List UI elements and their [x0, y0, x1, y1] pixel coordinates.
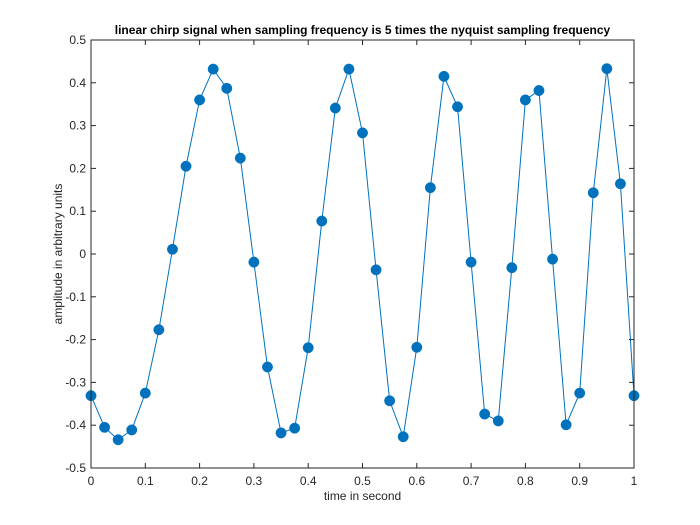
data-point — [411, 341, 423, 353]
data-point — [424, 182, 436, 194]
data-point — [180, 160, 192, 172]
data-point — [370, 264, 382, 276]
data-point — [465, 256, 477, 268]
x-axis-label: time in second — [324, 489, 401, 503]
data-point — [262, 361, 273, 373]
data-point — [234, 152, 246, 164]
x-tick-label: 0.8 — [517, 474, 534, 488]
y-axis-label: amplitude in arbitrary units — [51, 184, 65, 325]
data-point — [112, 434, 124, 446]
data-point — [139, 387, 151, 399]
plot-area — [91, 40, 634, 468]
x-tick-label: 0.9 — [571, 474, 588, 488]
data-point — [153, 324, 165, 336]
x-tick-label: 0.2 — [191, 474, 208, 488]
data-point — [316, 215, 328, 227]
data-point — [560, 419, 572, 431]
data-point — [126, 424, 138, 436]
x-tick-label: 0.3 — [246, 474, 263, 488]
x-tick-label: 0 — [88, 474, 95, 488]
chart-title: linear chirp signal when sampling freque… — [115, 23, 611, 37]
x-tick-label: 1 — [631, 474, 638, 488]
data-point — [452, 101, 463, 113]
data-point — [492, 415, 504, 427]
x-tick-label: 0.1 — [137, 474, 154, 488]
data-point — [479, 408, 491, 420]
data-point — [329, 102, 341, 114]
data-point — [221, 82, 233, 94]
data-point — [248, 256, 260, 268]
y-tick-label: 0.4 — [69, 76, 86, 90]
data-point — [574, 387, 586, 399]
data-point — [614, 178, 626, 190]
data-point — [384, 395, 396, 407]
x-tick-label: 0.7 — [463, 474, 480, 488]
x-tick-label: 0.4 — [300, 474, 317, 488]
data-marks — [85, 63, 640, 446]
y-tick-label: 0.1 — [69, 204, 86, 218]
data-point — [207, 63, 219, 75]
y-tick-label: 0.2 — [69, 161, 86, 175]
data-point — [533, 85, 545, 96]
data-point — [438, 70, 450, 82]
data-point — [167, 243, 178, 255]
y-tick-label: -0.3 — [65, 375, 86, 389]
x-tick-label: 0.6 — [408, 474, 425, 488]
data-point — [343, 63, 355, 75]
data-point — [357, 127, 368, 139]
data-point — [519, 94, 531, 106]
y-tick-label: -0.4 — [65, 418, 86, 432]
data-point — [601, 63, 613, 75]
x-tick-label: 0.5 — [354, 474, 371, 488]
axis-ticks: 0 0.1 0.2 0.3 0.4 0.5 0.6 0.7 0.8 0.9 1 -0.5 -0.4 -0.… — [65, 33, 637, 488]
data-point — [99, 421, 111, 433]
data-point — [587, 187, 599, 199]
data-point — [289, 422, 301, 434]
data-point — [302, 342, 314, 354]
y-tick-label: -0.1 — [65, 290, 86, 304]
y-tick-label: 0.3 — [69, 119, 86, 133]
data-point — [194, 94, 206, 106]
data-point — [506, 262, 518, 274]
y-tick-label: 0 — [79, 247, 86, 261]
y-tick-label: 0.5 — [69, 33, 86, 47]
data-point — [275, 427, 287, 439]
y-tick-label: -0.5 — [65, 461, 86, 475]
y-tick-label: -0.2 — [65, 333, 86, 347]
data-point — [547, 253, 558, 265]
data-point — [397, 431, 409, 443]
